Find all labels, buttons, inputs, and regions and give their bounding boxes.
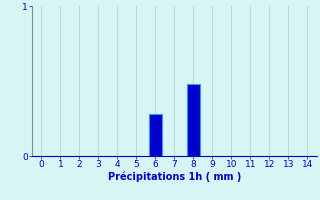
- Bar: [187, 84, 200, 156]
- X-axis label: Précipitations 1h ( mm ): Précipitations 1h ( mm ): [108, 172, 241, 182]
- Bar: [149, 114, 162, 156]
